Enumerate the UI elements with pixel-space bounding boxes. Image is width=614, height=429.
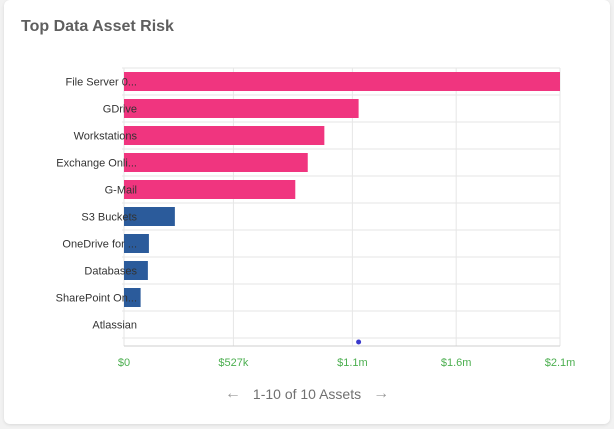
category-label: GDrive	[103, 104, 137, 116]
bar	[124, 234, 149, 253]
x-tick-label: $527k	[218, 357, 248, 369]
x-tick-label: $1.6m	[441, 357, 472, 369]
arrow-right-icon[interactable]: →	[373, 385, 390, 402]
risk-bar-chart: File Server 0... GDrive Workstations Exchan…	[56, 67, 576, 369]
widget-title: Top Data Asset Risk	[21, 18, 174, 35]
pagination: ← 1-10 of 10 Assets →	[0, 385, 614, 403]
pagination-label: 1-10 of 10 Assets	[252, 386, 362, 402]
bar	[124, 288, 141, 307]
category-label: SharePoint On...	[56, 293, 137, 305]
bar	[124, 180, 296, 199]
x-tick-label: $1.1m	[337, 357, 368, 369]
x-tick-label: $0	[118, 357, 130, 369]
category-label: Exchange Onli...	[56, 158, 137, 170]
category-label: S3 Buckets	[81, 212, 137, 224]
bar	[124, 153, 308, 172]
category-label: G-Mail	[105, 185, 137, 197]
risk-card	[4, 0, 610, 424]
bar	[124, 99, 359, 118]
category-label: OneDrive for ...	[62, 239, 137, 251]
bar	[124, 261, 148, 280]
bar	[124, 207, 175, 226]
category-label: Atlassian	[92, 320, 137, 332]
arrow-left-icon[interactable]: ←	[224, 385, 241, 402]
category-label: Databases	[84, 266, 137, 278]
bar	[124, 72, 560, 91]
x-tick-label: $2.1m	[545, 357, 576, 369]
category-label: File Server 0...	[65, 77, 137, 89]
marker-dot	[356, 339, 362, 345]
category-label: Workstations	[74, 131, 138, 143]
bar	[124, 126, 325, 145]
